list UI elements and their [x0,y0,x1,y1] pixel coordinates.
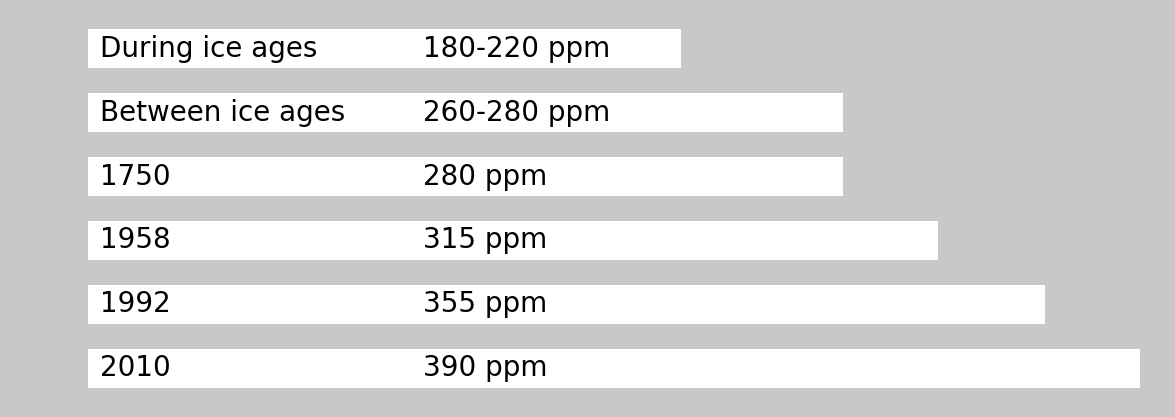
Text: 260-280 ppm: 260-280 ppm [423,98,610,127]
Text: 1750: 1750 [100,163,170,191]
Text: 315 ppm: 315 ppm [423,226,548,254]
Text: During ice ages: During ice ages [100,35,317,63]
FancyBboxPatch shape [88,349,1140,387]
FancyBboxPatch shape [88,285,1046,324]
Text: 355 ppm: 355 ppm [423,290,548,319]
Text: 1992: 1992 [100,290,170,319]
FancyBboxPatch shape [88,30,682,68]
Text: 390 ppm: 390 ppm [423,354,548,382]
Text: 280 ppm: 280 ppm [423,163,548,191]
Text: 180-220 ppm: 180-220 ppm [423,35,610,63]
Text: 2010: 2010 [100,354,170,382]
FancyBboxPatch shape [88,221,938,260]
Text: Between ice ages: Between ice ages [100,98,345,127]
FancyBboxPatch shape [88,157,844,196]
Text: 1958: 1958 [100,226,170,254]
FancyBboxPatch shape [88,93,844,132]
